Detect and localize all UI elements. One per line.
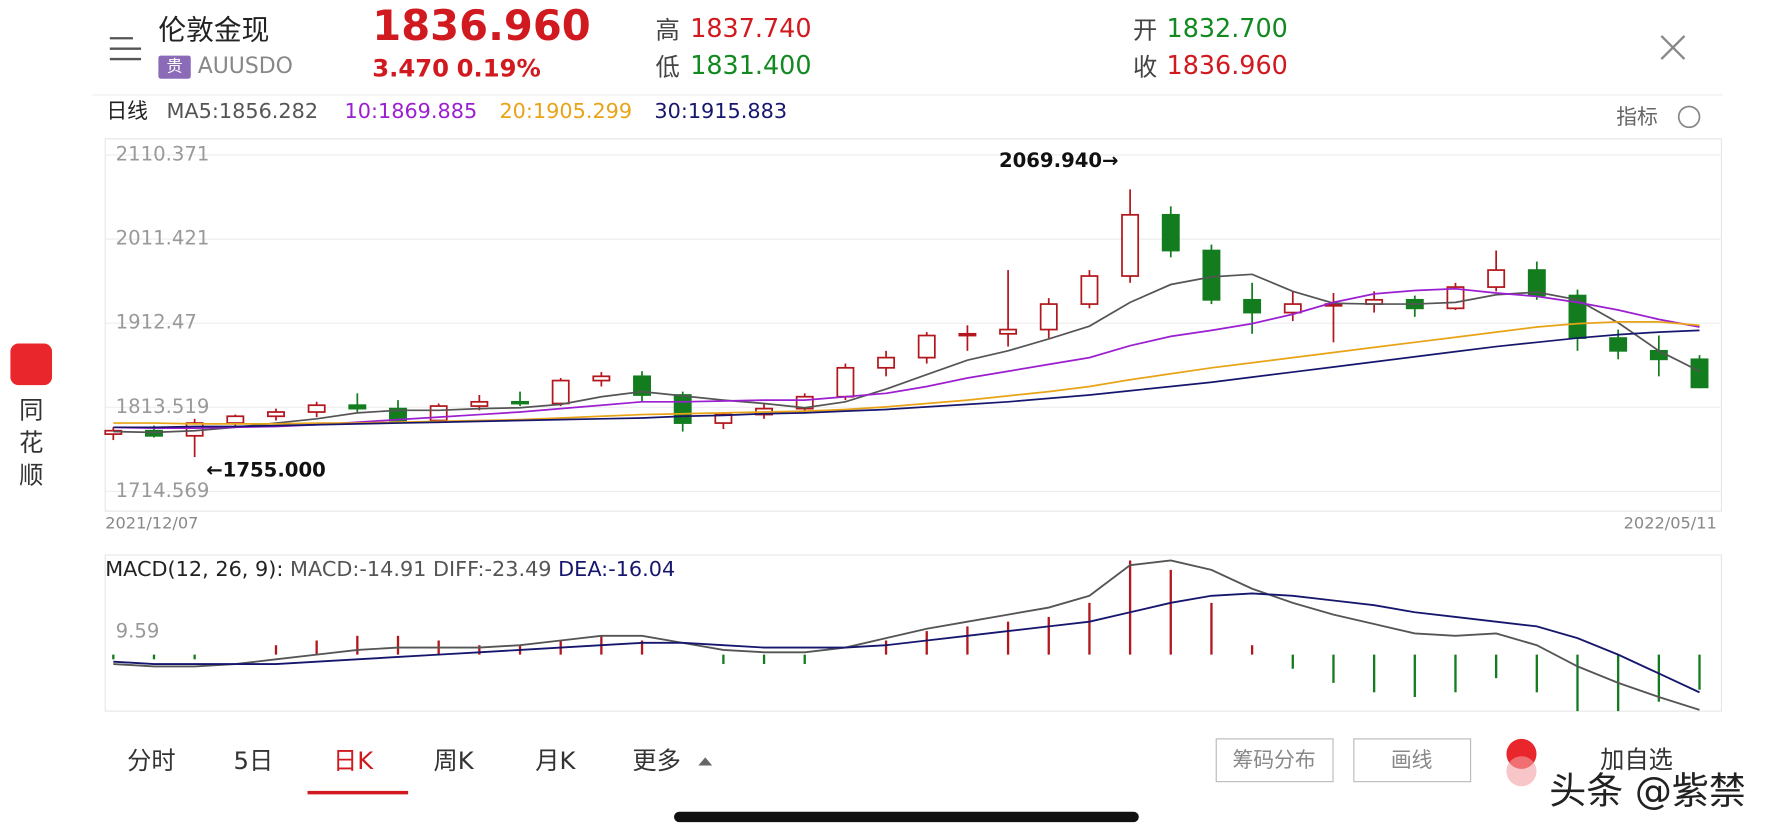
app-name: 花 (19, 428, 43, 457)
ma-line (113, 329, 1700, 429)
close-button[interactable] (1660, 35, 1686, 60)
main-panel (104, 138, 1723, 512)
instrument-name: 伦敦金现 (158, 13, 269, 46)
diff-line (113, 559, 1700, 711)
button[interactable] (1353, 738, 1472, 783)
label: 开 (1133, 15, 1157, 44)
badge-bg (158, 55, 191, 79)
dropdown-arrow (698, 757, 713, 766)
button[interactable] (1215, 738, 1334, 783)
ma-line (113, 287, 1700, 430)
candle-body (1161, 213, 1180, 252)
candle-body (348, 404, 367, 410)
x-label: 2022/05/11 (1624, 513, 1717, 532)
tab[interactable]: 分时 (127, 746, 176, 775)
macd-panel (104, 554, 1723, 712)
button-label: 筹码分布 (1232, 748, 1315, 772)
x-label: 2021/12/07 (105, 513, 198, 532)
dea-label: DEA:-16.04 (558, 557, 675, 581)
candle-body (470, 400, 489, 407)
y-tick-label: 2110.371 (116, 143, 210, 166)
add-icon-shadow (1506, 756, 1537, 787)
label: 高 (656, 15, 680, 44)
candle-body (1487, 269, 1506, 288)
candle-body (917, 334, 936, 359)
tab-underline (307, 790, 409, 795)
indicator-icon[interactable] (1677, 105, 1701, 129)
open: 1832.700 (1167, 13, 1288, 43)
y-tick-label: 2011.421 (116, 227, 210, 250)
price: 1836.960 (372, 1, 590, 50)
candle-body (1202, 249, 1221, 301)
tab[interactable]: 周K (434, 746, 475, 775)
tab[interactable]: 月K (535, 746, 576, 775)
y-tick-label: 9.59 (116, 620, 160, 643)
dea-line (113, 592, 1700, 694)
candle-body (1690, 358, 1709, 389)
close: 1836.960 (1167, 50, 1288, 80)
tab[interactable]: 5日 (234, 746, 274, 775)
candle-body (226, 415, 245, 424)
change-pct: 0.19% (457, 53, 541, 82)
indicator-button[interactable]: 指标 (1616, 105, 1658, 129)
menu-icon[interactable] (109, 37, 142, 61)
candle-body (1649, 349, 1668, 361)
tab-active[interactable]: 日K (333, 746, 374, 775)
label: 低 (656, 52, 680, 81)
add-watchlist[interactable]: 加自选 (1600, 745, 1673, 774)
candle-body (1039, 303, 1058, 331)
y-tick-label: 1714.569 (116, 479, 210, 502)
ma-line (113, 273, 1700, 434)
candle-body (836, 366, 855, 398)
app-name: 顺 (19, 460, 43, 489)
annotation: ←1755.000 (206, 458, 326, 481)
candle-body (1446, 286, 1465, 310)
candle-body (1283, 303, 1302, 314)
legend-entry: MA5:1856.282 (166, 99, 318, 123)
macd-title: MACD(12, 26, 9): (105, 557, 283, 581)
badge: 贵 (166, 57, 182, 76)
home-indicator (674, 811, 1139, 823)
legend-entry: 20:1905.299 (499, 99, 632, 123)
candle-body (592, 375, 611, 382)
legend-entry: 30:1915.883 (654, 99, 787, 123)
candle-body (1121, 213, 1140, 277)
candle-body (877, 356, 896, 369)
code: AUUSDO (198, 54, 293, 79)
candle-body (307, 404, 326, 413)
y-tick-label: 1813.519 (116, 395, 210, 418)
button-label: 画线 (1391, 748, 1433, 772)
candle-body (673, 394, 692, 424)
chart-title: 日线 (106, 99, 148, 123)
app-name: 同 (19, 396, 43, 425)
candle-body (958, 332, 977, 337)
candle-body (267, 411, 285, 418)
app-icon[interactable] (10, 343, 53, 386)
candle-body (429, 405, 448, 422)
candle-body (633, 375, 651, 396)
high: 1837.740 (690, 13, 811, 43)
candle-body (551, 379, 570, 405)
annotation: 2069.940→ (999, 149, 1119, 172)
y-tick-label: 1912.47 (116, 311, 197, 334)
macd-title: MACD(12, 26, 9): MACD:-14.91 DIFF:-23.49… (105, 557, 675, 581)
watermark: 头条 @紫禁 (1549, 770, 1746, 813)
label: 收 (1133, 52, 1157, 81)
candle-body (1609, 337, 1628, 352)
candle-body (511, 400, 529, 405)
macd-label: MACD:-14.91 (290, 557, 426, 581)
legend-entry: 10:1869.885 (345, 99, 478, 123)
change: 3.470 (372, 53, 449, 82)
diff-label: DIFF:-23.49 (433, 557, 552, 581)
candle-body (999, 328, 1018, 335)
candle-body (1080, 275, 1099, 305)
candle-body (1243, 298, 1262, 314)
low: 1831.400 (690, 50, 811, 80)
tab[interactable]: 更多 (632, 746, 681, 775)
